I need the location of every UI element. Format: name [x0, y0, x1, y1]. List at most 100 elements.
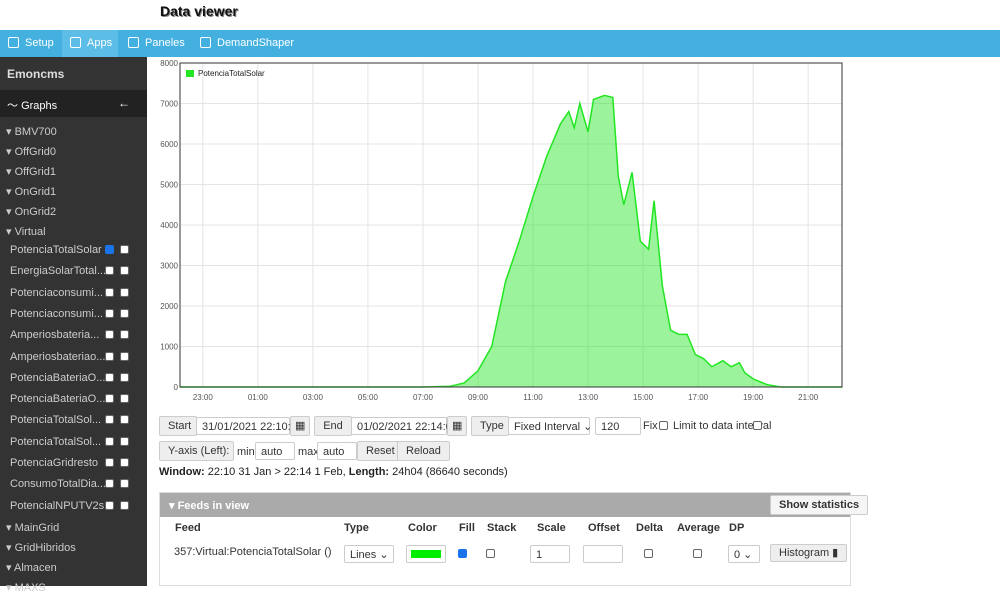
sidebar-group[interactable]: ▾ OffGrid0 [6, 146, 56, 158]
scale-input[interactable]: 1 [530, 545, 570, 563]
feed-checkbox[interactable] [120, 351, 129, 361]
sidebar-group[interactable]: ▾ MainGrid [6, 522, 60, 534]
feed-item[interactable]: ConsumoTotalDia... [10, 478, 106, 491]
feed-item[interactable]: PotenciaGridresto [10, 457, 99, 469]
nav-item[interactable]: Setup [0, 30, 54, 57]
nav-icon [200, 37, 211, 48]
feed-checkbox[interactable] [120, 479, 129, 489]
nav-icon [8, 37, 19, 48]
feed-checkbox[interactable] [105, 330, 114, 340]
nav-label: DemandShaper [217, 37, 295, 49]
feed-checkbox[interactable] [105, 287, 114, 297]
feed-checkbox[interactable] [105, 458, 114, 467]
table-header: Type [344, 522, 369, 534]
group-label: MAXS [14, 582, 46, 594]
sidebar-group[interactable]: ▾ MAXS [6, 582, 46, 594]
type-select[interactable]: Lines ⌄ [344, 545, 394, 563]
feed-checkbox[interactable] [105, 245, 114, 254]
nav-item[interactable]: Paneles [120, 30, 190, 57]
feed-checkbox[interactable] [105, 394, 114, 404]
nav-item[interactable]: Apps [62, 30, 118, 57]
reload-button[interactable]: Reload [397, 441, 450, 461]
table-header: Scale [537, 522, 566, 534]
y-tick-label: 2000 [160, 302, 178, 311]
feed-checkbox[interactable] [105, 500, 114, 510]
feed-checkbox[interactable] [120, 287, 129, 297]
nav-item[interactable]: DemandShaper [192, 30, 294, 57]
sidebar-group[interactable]: ▾ OnGrid2 [6, 206, 57, 218]
end-input[interactable]: 01/02/2021 22:14:00 [351, 417, 458, 435]
feed-checkbox[interactable] [105, 266, 114, 276]
stack-checkbox[interactable] [486, 549, 495, 558]
feed-item[interactable]: PotenciaTotalSol... [10, 435, 102, 448]
min-input[interactable]: auto [255, 442, 295, 460]
feed-checkbox[interactable] [120, 372, 129, 382]
sidebar-group[interactable]: ▾ GridHibridos [6, 542, 76, 554]
nav-icon [128, 37, 139, 48]
max-input[interactable]: auto [317, 442, 357, 460]
feed-checkbox[interactable] [120, 458, 129, 467]
y-tick-label: 4000 [160, 221, 178, 230]
feed-checkbox[interactable] [120, 266, 129, 276]
fix-checkbox[interactable] [659, 421, 668, 430]
offset-input[interactable] [583, 545, 623, 563]
feed-checkbox[interactable] [120, 394, 129, 404]
feed-item[interactable]: PotenciaBateriaO... [10, 393, 106, 406]
feed-item[interactable]: PotenciaBateriaO... [10, 371, 106, 384]
feed-item[interactable]: PotenciaTotalSol... [10, 414, 102, 427]
feed-item[interactable]: Amperiosbateria... [10, 329, 100, 342]
feed-checkbox[interactable] [105, 415, 114, 425]
length-text: 24h04 (86640 seconds) [389, 466, 508, 478]
x-tick-label: 17:00 [688, 393, 709, 402]
sidebar-group[interactable]: ▾ BMV700 [6, 126, 57, 138]
feed-checkbox[interactable] [120, 308, 129, 318]
limit-checkbox[interactable] [753, 421, 762, 430]
feed-checkbox[interactable] [120, 500, 129, 510]
feed-checkbox[interactable] [120, 436, 129, 446]
sidebar-group[interactable]: ▾ Virtual [6, 226, 46, 238]
feed-checkbox[interactable] [105, 351, 114, 361]
section: Graphs [21, 100, 58, 112]
type-select[interactable]: Fixed Interval ⌄ [508, 417, 592, 435]
x-tick-label: 09:00 [468, 393, 489, 402]
feed-item[interactable]: Potenciaconsumi... [10, 307, 103, 320]
feed-item[interactable]: PotencialNPUTV2s [10, 499, 105, 512]
start-input[interactable]: 31/01/2021 22:10:00 [196, 417, 303, 435]
feed-checkbox[interactable] [120, 330, 129, 340]
table-header: Delta [636, 522, 663, 534]
sidebar-group[interactable]: ▾ OnGrid1 [6, 186, 57, 198]
x-tick-label: 19:00 [743, 393, 764, 402]
y-tick-label: 8000 [160, 59, 178, 68]
x-tick-label: 13:00 [578, 393, 599, 402]
average-checkbox[interactable] [693, 549, 702, 558]
color-swatch [411, 550, 441, 558]
delta-checkbox[interactable] [644, 549, 653, 558]
dp-select[interactable]: 0 ⌄ [728, 545, 760, 563]
feed-item[interactable]: PotenciaTotalSolar [10, 244, 102, 256]
feeds-panel-header[interactable]: ▾ Feeds in view Show statistics [160, 493, 869, 517]
max-label: max [298, 446, 319, 458]
stats-button[interactable]: Show statistics [770, 495, 869, 515]
feed-item[interactable]: Potenciaconsumi... [10, 286, 103, 299]
color-input[interactable] [406, 545, 446, 563]
section-row[interactable]: 〜 Graphs ← [0, 90, 147, 117]
table-header: Fill [459, 522, 475, 534]
feed-checkbox[interactable] [105, 479, 114, 489]
sidebar-group[interactable]: ▾ Almacen [6, 562, 57, 574]
feed-checkbox[interactable] [105, 372, 114, 382]
feed-checkbox[interactable] [120, 245, 129, 254]
sidebar-group[interactable]: ▾ OffGrid1 [6, 166, 56, 178]
feed-checkbox[interactable] [120, 415, 129, 425]
feed-item[interactable]: EnergiaSolarTotal... [10, 265, 106, 278]
x-tick-label: 07:00 [413, 393, 434, 402]
feed-checkbox[interactable] [105, 436, 114, 446]
feed-checkbox[interactable] [105, 308, 114, 318]
interval-input[interactable]: 120 [595, 417, 641, 435]
feed-item[interactable]: Amperiosbateriao... [10, 350, 106, 363]
reset-button[interactable]: Reset [357, 441, 404, 461]
histogram-button[interactable]: Histogram ▮ [770, 544, 848, 562]
group-label: Almacen [13, 562, 57, 574]
calendar-button[interactable]: ▦ [447, 416, 467, 436]
calendar-button[interactable]: ▦ [290, 416, 310, 436]
fill-checkbox[interactable] [458, 549, 467, 558]
